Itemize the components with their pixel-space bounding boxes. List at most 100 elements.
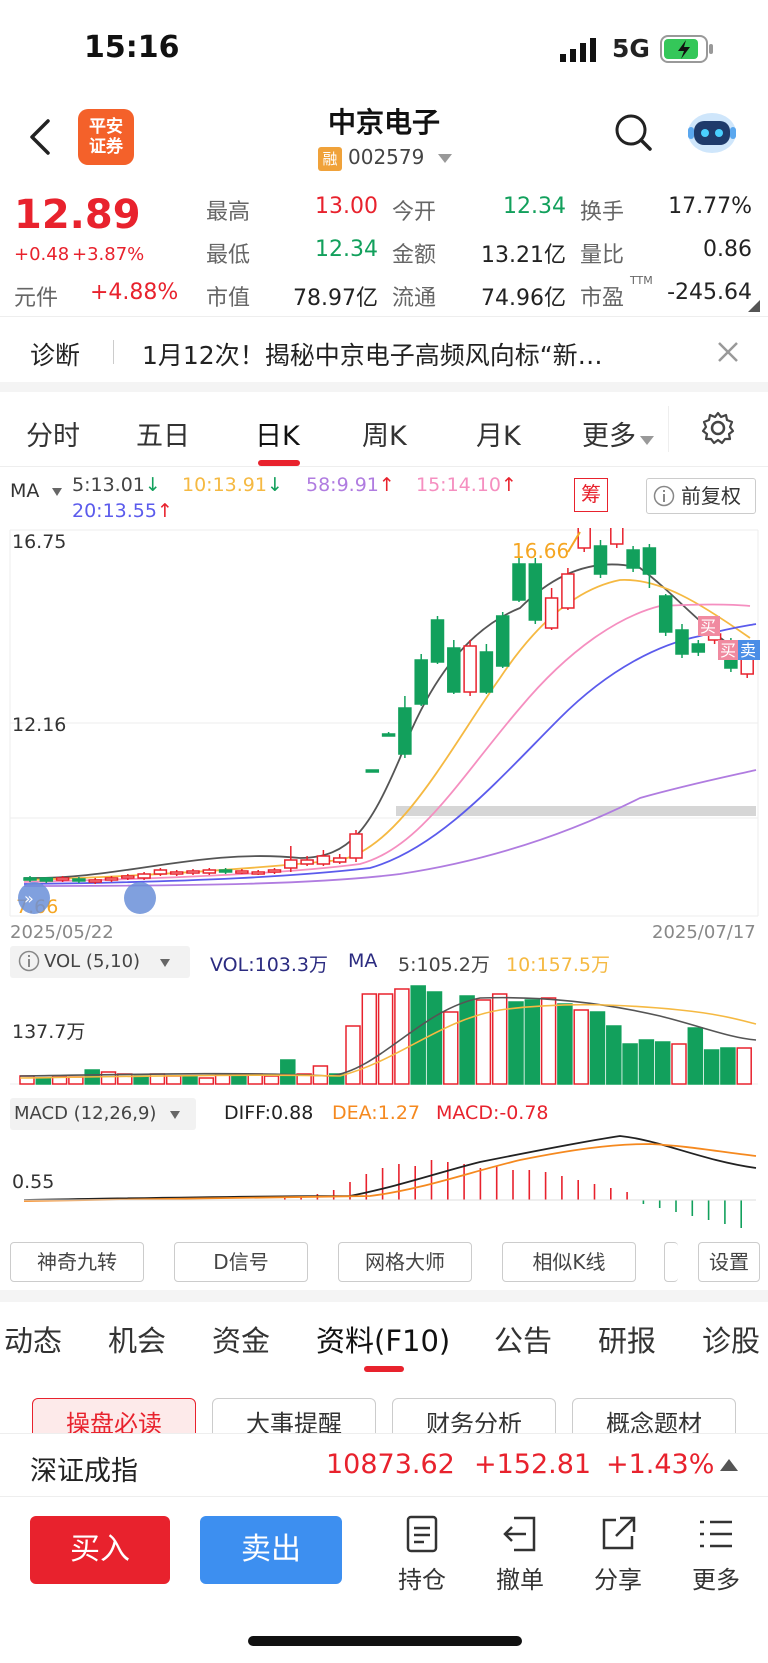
index-change: +152.81: [474, 1449, 592, 1480]
volume-bar: [573, 1009, 589, 1085]
stock-name: 中京电子: [327, 106, 440, 139]
events-button[interactable]: 大事提醒: [212, 1398, 376, 1434]
d-signal-button[interactable]: D信号: [174, 1242, 308, 1282]
volume-bar: [231, 1075, 247, 1085]
tab-news[interactable]: 动态: [4, 1324, 63, 1358]
volume-bar: [280, 1059, 296, 1085]
volume-bar: [133, 1075, 149, 1085]
vratio-value: 0.86: [703, 237, 752, 262]
mcap-value: 78.97亿: [293, 286, 378, 311]
search-icon[interactable]: [614, 113, 654, 153]
more-button[interactable]: 更多: [676, 1514, 756, 1595]
volume-ma10: 10:157.5万: [506, 954, 610, 976]
index-ticker[interactable]: 深证成指 10873.62 +152.81 +1.43%: [0, 1433, 768, 1497]
divider: [113, 340, 114, 364]
similar-k-button[interactable]: 相似K线: [502, 1242, 636, 1282]
candle-body: [218, 869, 233, 873]
adjust-mode-button[interactable]: 前复权: [646, 478, 756, 514]
volume-bar: [606, 1025, 622, 1085]
tab-five-day[interactable]: 五日: [136, 421, 190, 452]
ma5-value: 5:13.01↓: [72, 474, 161, 496]
diagnosis-banner[interactable]: 诊断 1月12次！揭秘中京电子高频风向标“新…: [0, 320, 768, 392]
candle-body: [561, 573, 575, 609]
tool-buttons: 神奇九转 D信号 网格大师 相似K线 设置: [0, 1242, 768, 1292]
tab-more[interactable]: 更多: [582, 414, 654, 453]
tab-intraday[interactable]: 分时: [26, 421, 80, 452]
candle-body: [251, 871, 265, 875]
candle-body: [300, 859, 314, 865]
buy-button[interactable]: 买入: [30, 1516, 170, 1584]
tab-weekly-k[interactable]: 周K: [362, 421, 407, 452]
scroll-right-handle[interactable]: [124, 882, 156, 914]
financial-analysis-button[interactable]: 财务分析: [392, 1398, 556, 1434]
caret-down-icon: [52, 488, 62, 496]
caret-up-icon[interactable]: [720, 1458, 738, 1472]
macd-chart: 0.55: [12, 1135, 757, 1228]
date-start: 2025/05/22: [10, 922, 114, 943]
candle-body: [169, 871, 184, 875]
candle-body: [267, 869, 282, 873]
volume-indicator-selector[interactable]: VOL (5,10): [10, 946, 190, 978]
sell-marker: [738, 640, 760, 660]
candle-body: [479, 651, 494, 693]
tab-funds[interactable]: 资金: [212, 1324, 271, 1358]
volume-bar: [687, 1027, 704, 1085]
volume-bar: [703, 1049, 720, 1085]
tab-research[interactable]: 研报: [598, 1324, 657, 1358]
candle-body: [235, 870, 249, 874]
ma-line: [23, 623, 757, 885]
volume-bars: [19, 985, 752, 1085]
tab-opportunity[interactable]: 机会: [108, 1324, 167, 1358]
chip-distribution-button[interactable]: 筹: [574, 478, 608, 512]
sell-button[interactable]: 卖出: [200, 1516, 342, 1584]
buy-marker-label: 买: [720, 641, 736, 660]
gear-icon[interactable]: [700, 410, 736, 446]
caret-down-icon: [640, 436, 654, 445]
candlestick-chart[interactable]: 16.75 12.16 7.66 16.66 买 买 卖 »: [0, 528, 768, 918]
candle-body: [381, 733, 396, 737]
volume-bar: [671, 1043, 687, 1085]
sector-label[interactable]: 元件: [14, 286, 59, 311]
robot-assistant-icon[interactable]: [686, 107, 738, 155]
buy-marker-label: 买: [700, 617, 716, 636]
candle-body: [349, 833, 363, 859]
tab-monthly-k[interactable]: 月K: [476, 421, 521, 452]
stock-code-selector[interactable]: 融 002579: [318, 145, 453, 171]
back-icon[interactable]: [26, 117, 52, 157]
document-icon: [406, 1515, 438, 1553]
candle-body: [39, 877, 54, 882]
caret-down-icon: [437, 154, 452, 163]
volume-bar: [35, 1077, 52, 1085]
tab-daily-k[interactable]: 日K: [255, 421, 300, 452]
settings-button[interactable]: 设置: [698, 1242, 760, 1282]
volume-chart: 137.7万: [10, 985, 758, 1085]
divider: [668, 406, 669, 452]
ma-legend[interactable]: MA 5:13.01↓ 10:13.91↓ 58:9.91↑ 15:14.10↑…: [10, 474, 570, 528]
undo-icon: [503, 1516, 536, 1552]
candle-body: [658, 595, 673, 633]
tab-diagnose[interactable]: 诊股: [702, 1324, 761, 1358]
close-icon[interactable]: [716, 340, 740, 364]
volume-bar: [198, 1077, 215, 1085]
tool-button-partial[interactable]: [664, 1242, 678, 1282]
holdings-button[interactable]: 持仓: [382, 1514, 462, 1595]
expand-corner-icon[interactable]: [748, 300, 760, 312]
grid-master-button[interactable]: 网格大师: [338, 1242, 472, 1282]
buy-marker: [718, 640, 740, 660]
sell-marker-label: 卖: [740, 641, 756, 660]
cancel-order-button[interactable]: 撤单: [480, 1514, 560, 1595]
candle-body: [577, 528, 591, 549]
must-read-button[interactable]: 操盘必读: [32, 1398, 196, 1434]
tab-f10[interactable]: 资料(F10): [316, 1324, 451, 1358]
volume-bar: [100, 1071, 117, 1085]
scroll-left-handle[interactable]: [18, 882, 50, 914]
macd-indicator-selector[interactable]: MACD (12,26,9): [10, 1098, 196, 1130]
active-tab-indicator: [258, 460, 300, 466]
tab-announcements[interactable]: 公告: [494, 1324, 553, 1358]
concept-button[interactable]: 概念题材: [572, 1398, 736, 1434]
menu-icon: [700, 1520, 732, 1548]
volume-bar: [475, 999, 492, 1085]
nine-turn-button[interactable]: 神奇九转: [10, 1242, 144, 1282]
share-button[interactable]: 分享: [578, 1514, 658, 1595]
candle-body: [675, 629, 689, 655]
